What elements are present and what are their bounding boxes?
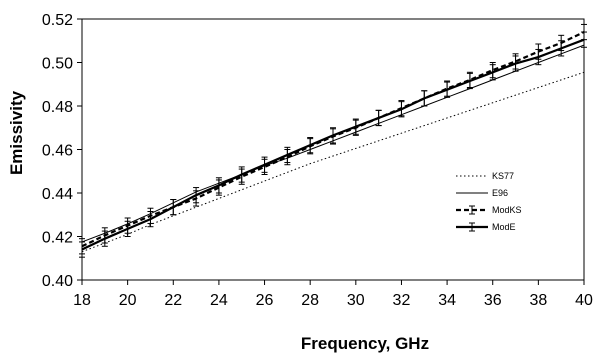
y-tick-label: 0.50 [42, 56, 73, 73]
y-tick-label: 0.44 [42, 186, 73, 203]
y-tick-label: 0.42 [42, 230, 73, 247]
error-bar [444, 81, 451, 98]
error-bar [170, 199, 177, 216]
legend-item-ks77: KS77 [456, 171, 514, 181]
error-bar [307, 137, 314, 154]
series-line-mode [81, 38, 585, 251]
error-bar [398, 101, 405, 118]
error-bar [489, 64, 496, 81]
error-bar [535, 48, 542, 66]
error-bar [558, 40, 565, 57]
series-ks77 [81, 71, 585, 253]
error-bar [261, 156, 268, 173]
error-bar [466, 72, 473, 90]
error-bar [330, 127, 336, 144]
legend-item-mode: ModE [456, 222, 516, 232]
x-tick-label: 26 [256, 292, 274, 309]
plot-frame [81, 18, 585, 281]
x-tick-label: 34 [438, 292, 456, 309]
legend-item-modks: ModKS [456, 205, 522, 215]
error-bar [352, 118, 359, 135]
legend-label: ModKS [492, 205, 522, 215]
x-tick-label: 24 [210, 292, 228, 309]
x-tick-label: 20 [119, 292, 137, 309]
y-tick-label: 0.48 [42, 99, 73, 116]
legend-label: E96 [492, 188, 508, 198]
error-bar [238, 166, 245, 183]
x-tick-label: 30 [347, 292, 365, 309]
error-bar [375, 109, 382, 127]
x-tick-label: 36 [484, 292, 502, 309]
error-bar [79, 241, 85, 258]
y-tick-label: 0.40 [42, 273, 73, 290]
x-axis-ticks: 18 20 22 24 26 28 30 32 34 36 38 40 [73, 280, 593, 309]
x-tick-label: 28 [301, 292, 319, 309]
legend-label: KS77 [492, 171, 514, 181]
error-bar [147, 210, 154, 228]
y-axis-title: Emissivity [7, 90, 26, 175]
y-tick-label: 0.52 [42, 12, 73, 29]
error-bar [284, 146, 291, 164]
error-bar [101, 230, 108, 247]
series-layer [79, 23, 587, 258]
x-tick-label: 38 [529, 292, 547, 309]
series-mode [79, 31, 587, 258]
error-bar [512, 55, 519, 72]
plot-area-border [81, 18, 585, 281]
y-axis-ticks: 0.40 0.42 0.44 0.46 0.48 0.50 0.52 [42, 12, 82, 290]
x-tick-label: 18 [73, 292, 91, 309]
error-bar [193, 187, 200, 204]
y-tick-label: 0.46 [42, 143, 73, 160]
error-bar [581, 31, 587, 48]
legend-item-e96: E96 [456, 188, 508, 198]
x-axis-title: Frequency, GHz [301, 334, 429, 353]
x-tick-label: 22 [164, 292, 182, 309]
error-bar [124, 220, 131, 237]
x-tick-label: 32 [393, 292, 411, 309]
error-bar [421, 90, 428, 107]
legend: KS77 E96 ModKS ModE [456, 171, 522, 232]
legend-label: ModE [492, 222, 516, 232]
error-bar [215, 177, 222, 194]
x-tick-label: 40 [575, 292, 593, 309]
series-line-ks77 [81, 71, 585, 253]
